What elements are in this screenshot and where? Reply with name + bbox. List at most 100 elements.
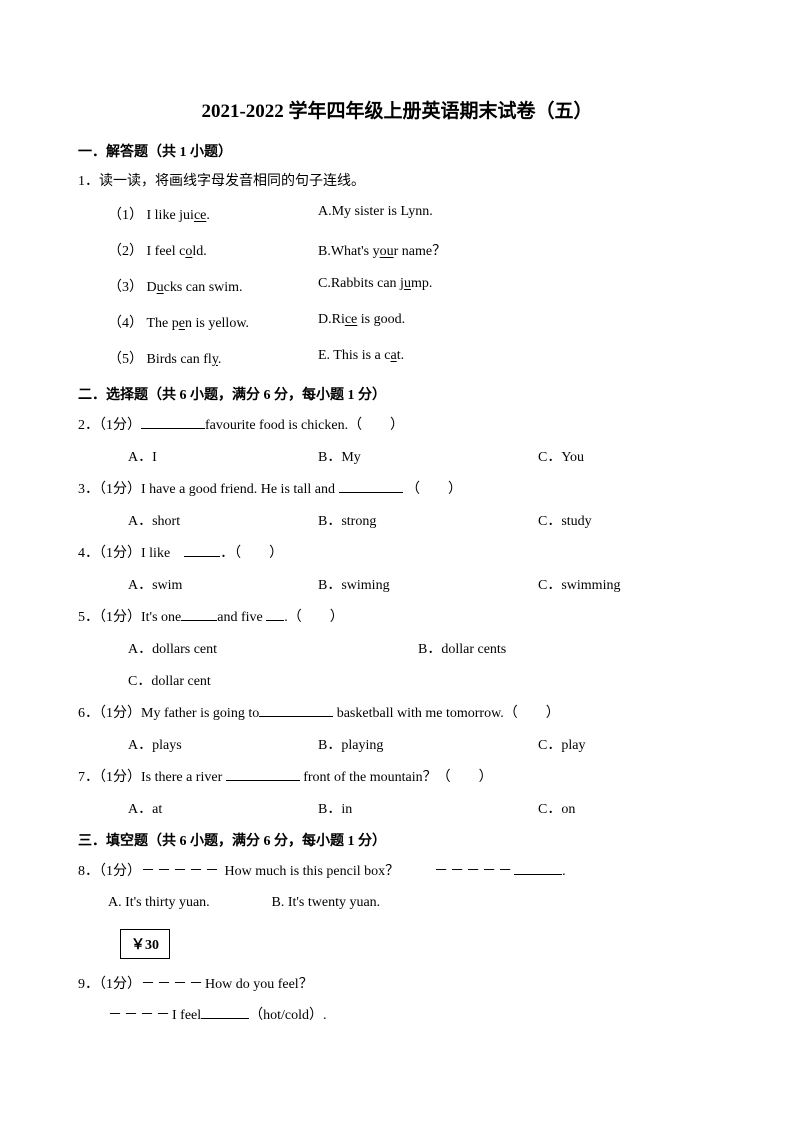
match-right: B.What's your name？ <box>318 240 716 260</box>
stem-text: I feel <box>172 1008 201 1023</box>
option-a: A. It's thirty yuan. <box>108 892 268 913</box>
q9-line2: －－－－I feel（hot/cold）. <box>78 1005 716 1026</box>
option-b: B．strong <box>318 510 538 530</box>
q6-options: A．plays B．playing C．play <box>78 734 716 754</box>
match-left: （5） Birds can fly. <box>108 348 318 368</box>
stem-text: 2．（1分） <box>78 418 141 433</box>
q2-options: A．I B．My C．You <box>78 446 716 466</box>
blank <box>181 607 217 621</box>
match-text: C.Rabbits can j <box>318 276 404 291</box>
option-a: A．at <box>128 798 318 818</box>
option-b: B．dollar cents <box>418 638 716 658</box>
match-num: （2） <box>108 244 143 259</box>
stem-text: and five <box>217 610 266 625</box>
stem-text: 8．（1分） <box>78 864 141 879</box>
blank <box>259 703 333 717</box>
stem-text: 4．（1分）I like <box>78 546 184 561</box>
stem-text: （hot/cold）. <box>249 1008 326 1023</box>
q5-options-1: A．dollars cent B．dollar cents <box>78 638 716 658</box>
dash-text: －－－－－ <box>141 864 221 879</box>
option-b: B. It's twenty yuan. <box>272 895 381 910</box>
option-c: C．swimming <box>538 574 716 594</box>
match-text: D <box>147 280 157 295</box>
underline-text: u <box>157 280 164 295</box>
option-a: A．I <box>128 446 318 466</box>
q3-stem: 3．（1分）I have a good friend. He is tall a… <box>78 478 716 498</box>
match-row: （5） Birds can fly. E. This is a cat. <box>78 348 716 368</box>
section-3-header: 三．填空题（共 6 小题，满分 6 分，每小题 1 分） <box>78 830 716 850</box>
match-num: （3） <box>108 280 143 295</box>
option-c: C．study <box>538 510 716 530</box>
match-text: is good. <box>357 312 405 327</box>
option-c: C．play <box>538 734 716 754</box>
stem-text: basketball with me tomorrow.（ ） <box>333 706 560 721</box>
stem-text: 6．（1分）My father is going to <box>78 706 259 721</box>
blank <box>201 1005 249 1019</box>
underline-text: ou <box>380 244 394 259</box>
option-a: A．plays <box>128 734 318 754</box>
match-right: D.Rice is good. <box>318 312 716 332</box>
match-row: （2） I feel cold. B.What's your name？ <box>78 240 716 260</box>
blank <box>226 767 300 781</box>
match-text: E. This is a c <box>318 348 390 363</box>
underline-text: u <box>404 276 411 291</box>
stem-text: ．（ ） <box>220 546 283 561</box>
stem-text: 9．（1分） <box>78 977 141 992</box>
q4-options: A．swim B．swiming C．swimming <box>78 574 716 594</box>
match-row: （4） The pen is yellow. D.Rice is good. <box>78 312 716 332</box>
dash-text: －－－－ <box>141 977 205 992</box>
match-left: （2） I feel cold. <box>108 240 318 260</box>
dash-text: －－－－－ <box>434 864 514 879</box>
match-right: A.My sister is Lynn. <box>318 204 716 224</box>
q8-options: A. It's thirty yuan. B. It's twenty yuan… <box>78 892 716 913</box>
page-title: 2021-2022 学年四年级上册英语期末试卷（五） <box>78 96 716 123</box>
option-c: C．dollar cent <box>128 670 418 690</box>
option-a: A．short <box>128 510 318 530</box>
match-text: B.What's y <box>318 244 380 259</box>
section-2-header: 二．选择题（共 6 小题，满分 6 分，每小题 1 分） <box>78 384 716 404</box>
stem-text: favourite food is chicken.（ ） <box>205 418 404 433</box>
q6-stem: 6．（1分）My father is going to basketball w… <box>78 702 716 722</box>
option-b: B．playing <box>318 734 538 754</box>
match-num: （5） <box>108 352 143 367</box>
match-text: . <box>206 208 210 223</box>
match-text: mp. <box>411 276 432 291</box>
q7-stem: 7．（1分）Is there a river front of the moun… <box>78 766 716 786</box>
q3-options: A．short B．strong C．study <box>78 510 716 530</box>
match-text: n is yellow. <box>185 316 249 331</box>
match-text: Birds can fl <box>147 352 212 367</box>
stem-text: How much is this pencil box？ <box>221 864 399 879</box>
match-row: （3） Ducks can swim. C.Rabbits can jump. <box>78 276 716 296</box>
match-left: （3） Ducks can swim. <box>108 276 318 296</box>
q9-stem: 9．（1分）－－－－How do you feel？ <box>78 973 716 993</box>
stem-text: 3．（1分）I have a good friend. He is tall a… <box>78 482 339 497</box>
q2-stem: 2．（1分） favourite food is chicken.（ ） <box>78 414 716 434</box>
match-text: r name？ <box>394 244 446 259</box>
blank <box>266 607 284 621</box>
match-left: （1） I like juice. <box>108 204 318 224</box>
match-text: I feel c <box>147 244 186 259</box>
match-text: . <box>218 352 222 367</box>
option-a: A．dollars cent <box>128 638 418 658</box>
exam-page: 2021-2022 学年四年级上册英语期末试卷（五） 一．解答题（共 1 小题）… <box>0 0 794 1078</box>
stem-text: How do you feel？ <box>205 977 313 992</box>
match-text: ld. <box>192 244 206 259</box>
match-text: cks can swim. <box>164 280 243 295</box>
option-c: C．You <box>538 446 716 466</box>
stem-text: 5．（1分）It's one <box>78 610 181 625</box>
option-b: B．in <box>318 798 538 818</box>
stem-text: .（ ） <box>284 610 344 625</box>
stem-text: front of the mountain？（ ） <box>300 770 493 785</box>
q7-options: A．at B．in C．on <box>78 798 716 818</box>
match-num: （1） <box>108 208 143 223</box>
q1-stem: 1．读一读，将画线字母发音相同的句子连线。 <box>78 171 716 192</box>
q8-stem: 8．（1分）－－－－－ How much is this pencil box？… <box>78 860 716 880</box>
option-a: A．swim <box>128 574 318 594</box>
underline-text: ce <box>194 208 206 223</box>
option-c: C．on <box>538 798 716 818</box>
option-b: B．My <box>318 446 538 466</box>
match-right: C.Rabbits can jump. <box>318 276 716 296</box>
price-box-row: ￥30 <box>78 925 716 965</box>
section-1-header: 一．解答题（共 1 小题） <box>78 141 716 161</box>
match-num: （4） <box>108 316 143 331</box>
